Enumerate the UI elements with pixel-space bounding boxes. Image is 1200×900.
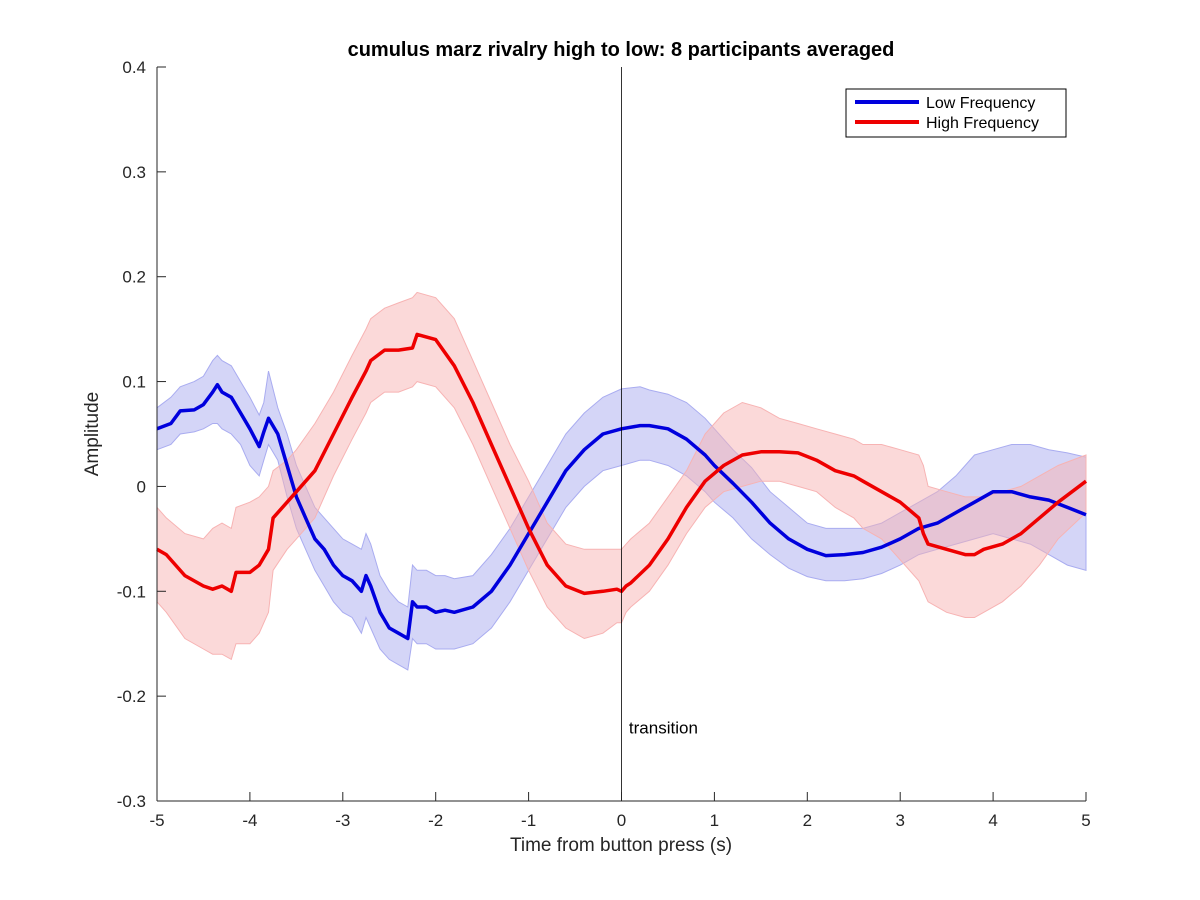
legend-label-low: Low Frequency [926, 95, 1035, 112]
band-high [156, 291, 1087, 661]
line-high [156, 332, 1088, 596]
x-tick-label: 2 [803, 811, 812, 830]
x-tick-label: -1 [521, 811, 536, 830]
x-tick-label: -2 [428, 811, 443, 830]
y-tick-label: 0.1 [122, 373, 146, 392]
x-tick-label: 3 [895, 811, 904, 830]
chart-title: cumulus marz rivalry high to low: 8 part… [348, 39, 895, 61]
x-tick-label: 1 [710, 811, 719, 830]
y-tick-label: 0.2 [122, 268, 146, 287]
legend-label-high: High Frequency [926, 115, 1039, 132]
x-tick-label: -4 [242, 811, 257, 830]
y-tick-label: 0.3 [122, 163, 146, 182]
x-axis-label: Time from button press (s) [510, 835, 732, 856]
y-ticks: -0.3 -0.2 -0.1 0 0.1 0.2 0.3 0.4 [117, 58, 166, 811]
legend: Low Frequency High Frequency [845, 88, 1067, 138]
band-low [156, 354, 1087, 671]
confidence-bands [156, 291, 1087, 671]
y-tick-label: 0 [137, 477, 146, 496]
y-tick-label: -0.3 [117, 792, 146, 811]
x-tick-label: 0 [617, 811, 626, 830]
x-tick-label: -3 [335, 811, 350, 830]
x-tick-label: -5 [149, 811, 164, 830]
line-low [156, 382, 1087, 641]
transition-annotation: transition [629, 719, 698, 738]
legend-box [845, 88, 1067, 138]
x-tick-label: 4 [988, 811, 997, 830]
x-tick-label: 5 [1081, 811, 1090, 830]
y-axis-label: Amplitude [82, 392, 103, 477]
y-tick-label: 0.4 [122, 58, 146, 77]
y-tick-label: -0.2 [117, 687, 146, 706]
y-tick-label: -0.1 [117, 582, 146, 601]
series-lines [156, 332, 1088, 641]
x-ticks: -5 -4 -3 -2 -1 0 1 2 3 4 5 [149, 792, 1091, 830]
